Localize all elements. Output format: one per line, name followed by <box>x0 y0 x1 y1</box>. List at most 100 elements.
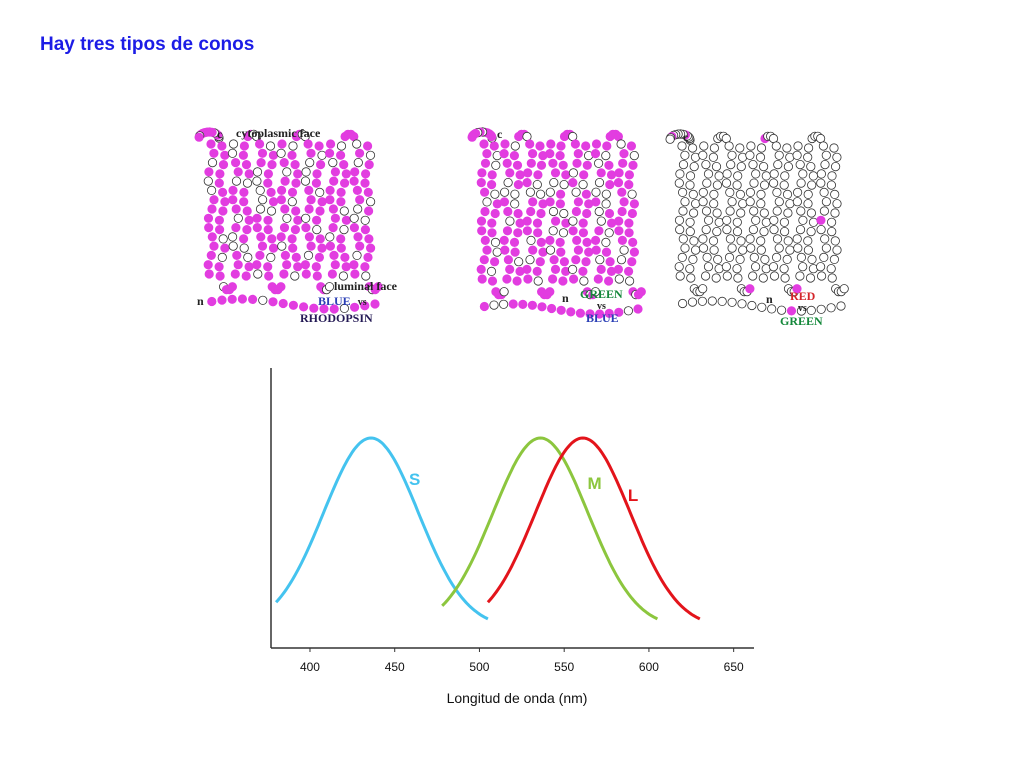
highlighted-residue <box>499 149 509 159</box>
comparison-vs: vs <box>358 297 367 308</box>
residue <box>820 160 830 170</box>
residue <box>798 262 808 272</box>
highlighted-residue <box>522 178 532 188</box>
highlighted-residue <box>252 223 262 233</box>
highlighted-residue <box>311 178 321 188</box>
residue <box>678 206 688 216</box>
residue <box>733 171 743 181</box>
residue <box>349 213 359 223</box>
residue <box>827 273 837 283</box>
residue <box>593 158 604 168</box>
residue <box>832 152 842 162</box>
x-tick-label: 650 <box>724 660 744 674</box>
residue <box>717 296 727 306</box>
residue <box>203 176 213 186</box>
highlighted-residue <box>522 264 532 274</box>
residue <box>698 150 708 160</box>
highlighted-residue <box>613 264 624 274</box>
highlighted-residue <box>479 187 490 197</box>
residue <box>499 187 510 197</box>
highlighted-residue <box>288 243 298 253</box>
highlighted-residue <box>324 148 335 158</box>
luminal-face-label: luminal face <box>334 279 398 293</box>
highlighted-residue <box>209 148 219 158</box>
residue <box>724 141 734 151</box>
residue <box>755 152 766 162</box>
highlighted-residue <box>525 139 535 149</box>
opsin-diagram-red-vs-green: c n RED vs GREEN <box>665 120 850 335</box>
highlighted-residue <box>231 158 241 168</box>
residue <box>733 273 743 283</box>
residue <box>796 178 806 188</box>
residue <box>675 271 685 281</box>
comparison-second: RHODOPSIN <box>300 311 373 325</box>
highlighted-residue <box>555 199 566 209</box>
highlighted-residue <box>518 299 528 309</box>
highlighted-residue <box>312 169 322 179</box>
residue <box>725 206 735 216</box>
highlighted-residue <box>340 252 350 262</box>
residue <box>579 276 589 286</box>
residue <box>312 225 322 235</box>
highlighted-residue <box>579 170 589 180</box>
residue <box>725 234 736 244</box>
residue <box>774 243 784 253</box>
highlighted-residue <box>603 276 614 286</box>
residue <box>830 208 840 218</box>
residue <box>685 171 696 181</box>
highlighted-residue <box>573 149 583 159</box>
residue <box>759 208 769 218</box>
highlighted-residue <box>550 168 561 178</box>
residue <box>701 225 711 235</box>
residue <box>687 297 698 307</box>
residue <box>780 273 790 283</box>
residue <box>779 264 789 274</box>
highlighted-residue <box>581 257 591 267</box>
residue <box>745 187 756 197</box>
residue <box>336 141 347 151</box>
residue <box>712 180 723 190</box>
highlighted-residue <box>596 168 606 178</box>
highlighted-residue <box>304 185 314 195</box>
residue <box>619 245 629 255</box>
highlighted-residue <box>242 206 252 216</box>
highlighted-residue <box>339 160 349 170</box>
highlighted-residue <box>194 132 204 142</box>
highlighted-residue <box>319 304 329 314</box>
highlighted-residue <box>619 149 629 159</box>
highlighted-residue <box>528 245 538 255</box>
highlighted-residue <box>263 169 273 179</box>
highlighted-residue <box>477 274 487 284</box>
residue <box>724 252 735 262</box>
residue <box>708 236 719 246</box>
highlighted-residue <box>556 141 566 151</box>
highlighted-residue <box>482 149 492 159</box>
highlighted-residue <box>218 206 228 216</box>
highlighted-residue <box>627 208 638 219</box>
highlighted-residue <box>526 206 536 217</box>
highlighted-residue <box>339 178 350 188</box>
highlighted-residue <box>573 197 584 207</box>
highlighted-residue <box>349 260 359 270</box>
residue <box>339 225 349 235</box>
highlighted-residue <box>360 225 370 235</box>
highlighted-residue <box>287 234 297 244</box>
residue <box>795 160 805 170</box>
residue <box>303 250 314 260</box>
highlighted-residue <box>303 139 313 149</box>
residue <box>749 178 759 188</box>
residue <box>783 208 793 218</box>
residue <box>821 243 832 253</box>
highlighted-residue <box>291 206 301 216</box>
highlighted-residue <box>207 232 217 242</box>
residue <box>806 227 816 237</box>
residue <box>328 158 338 168</box>
comparison-first: GREEN <box>580 287 623 301</box>
n-terminus-label: n <box>562 291 569 305</box>
highlighted-residue <box>298 302 309 312</box>
residue <box>594 206 604 217</box>
residue <box>255 185 265 195</box>
highlighted-residue <box>585 309 595 319</box>
highlighted-residue <box>582 208 592 219</box>
residue <box>698 187 708 197</box>
